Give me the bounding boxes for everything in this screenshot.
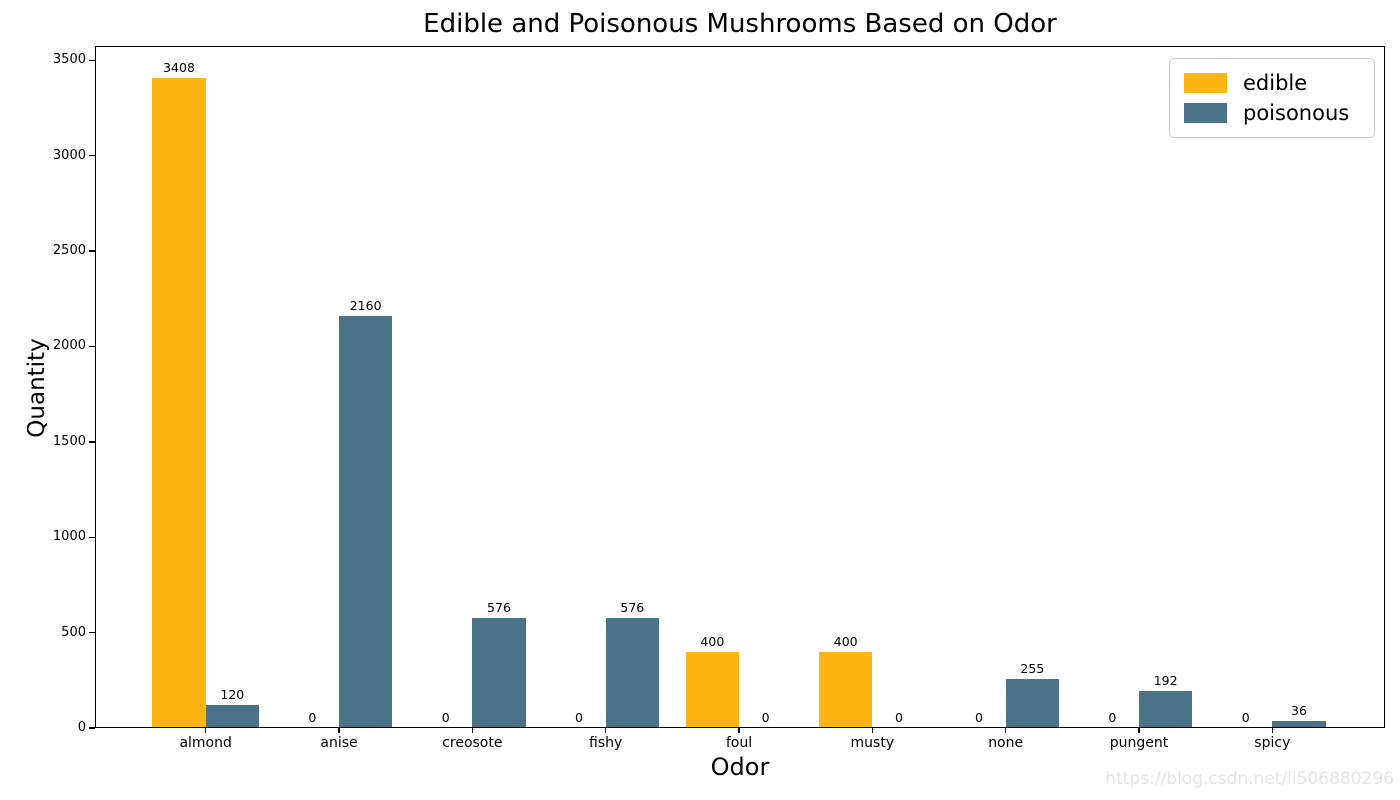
bar-edible-foul <box>685 651 739 728</box>
plot-area <box>95 46 1385 728</box>
x-tick <box>738 728 740 733</box>
bar-value-edible-musty: 400 <box>833 633 858 649</box>
bar-value-poisonous-musty: 0 <box>894 710 903 725</box>
bar-value-poisonous-none: 255 <box>1020 661 1045 677</box>
x-tick <box>1004 728 1007 733</box>
y-tick-label: 0 <box>77 720 86 735</box>
y-tick-label: 3500 <box>52 52 86 68</box>
watermark-link: https://blog.csdn.net/li506880296 <box>1105 769 1394 789</box>
bar-value-edible-fishy: 0 <box>575 710 583 725</box>
y-tick <box>89 345 95 348</box>
x-tick-label-spicy: spicy <box>1254 735 1291 751</box>
y-tick <box>89 154 95 157</box>
x-tick-label-musty: musty <box>850 735 895 751</box>
legend: edible poisonous <box>1169 58 1375 138</box>
y-tick <box>89 59 95 61</box>
bar-poisonous-almond <box>205 705 259 728</box>
bar-poisonous-creosote <box>472 618 526 728</box>
y-tick-label: 2500 <box>52 243 86 259</box>
y-tick-label: 1500 <box>52 433 86 449</box>
x-tick-label-foul: foul <box>725 735 753 751</box>
bar-poisonous-pungent <box>1139 691 1193 728</box>
bar-value-edible-creosote: 0 <box>441 710 450 725</box>
legend-swatch-edible-icon <box>1184 73 1227 93</box>
bar-value-edible-anise: 0 <box>308 710 317 725</box>
x-tick-label-almond: almond <box>179 735 232 751</box>
y-tick <box>89 441 95 443</box>
x-tick <box>471 728 474 733</box>
bar-value-edible-spicy: 0 <box>1241 710 1250 725</box>
y-tick <box>89 631 95 634</box>
bar-value-poisonous-spicy: 36 <box>1291 703 1307 719</box>
bar-value-poisonous-pungent: 192 <box>1153 673 1178 689</box>
x-tick <box>204 728 207 733</box>
y-tick-label: 3000 <box>52 147 86 163</box>
x-tick <box>338 728 340 733</box>
bar-value-edible-pungent: 0 <box>1108 710 1117 725</box>
x-tick <box>1138 728 1140 733</box>
bar-edible-musty <box>819 651 873 728</box>
legend-item-poisonous: poisonous <box>1184 98 1360 128</box>
y-tick <box>89 250 95 252</box>
chart-title: Edible and Poisonous Mushrooms Based on … <box>423 9 1057 39</box>
bar-edible-almond <box>152 77 206 728</box>
x-tick <box>871 728 874 733</box>
bar-poisonous-anise <box>339 315 393 728</box>
legend-item-edible: edible <box>1184 68 1360 98</box>
bar-value-poisonous-creosote: 576 <box>487 600 511 616</box>
y-tick-label: 500 <box>61 624 86 640</box>
x-tick <box>1271 728 1274 733</box>
x-tick-label-anise: anise <box>320 735 358 751</box>
bar-value-edible-foul: 400 <box>700 633 725 649</box>
x-axis-label: Odor <box>710 753 770 781</box>
bar-value-poisonous-anise: 2160 <box>349 297 382 313</box>
x-tick <box>604 728 607 733</box>
x-tick-label-none: none <box>988 735 1024 751</box>
y-tick <box>89 536 95 538</box>
bar-value-poisonous-foul: 0 <box>761 710 770 725</box>
bar-value-edible-almond: 3408 <box>163 59 195 75</box>
bar-value-poisonous-almond: 120 <box>220 687 245 703</box>
legend-label-edible: edible <box>1243 71 1308 95</box>
y-tick-label: 2000 <box>52 338 86 354</box>
bar-value-poisonous-fishy: 576 <box>620 600 645 616</box>
bar-poisonous-fishy <box>605 618 659 728</box>
x-tick-label-pungent: pungent <box>1109 735 1169 751</box>
bar-poisonous-none <box>1005 679 1059 728</box>
bar-value-edible-none: 0 <box>975 710 983 725</box>
x-tick-label-creosote: creosote <box>442 735 503 751</box>
legend-label-poisonous: poisonous <box>1243 101 1350 125</box>
x-tick-label-fishy: fishy <box>589 735 623 751</box>
y-tick-label: 1000 <box>52 529 86 545</box>
legend-swatch-poisonous-icon <box>1184 103 1227 123</box>
y-tick <box>89 727 95 729</box>
bar-poisonous-spicy <box>1272 721 1326 728</box>
